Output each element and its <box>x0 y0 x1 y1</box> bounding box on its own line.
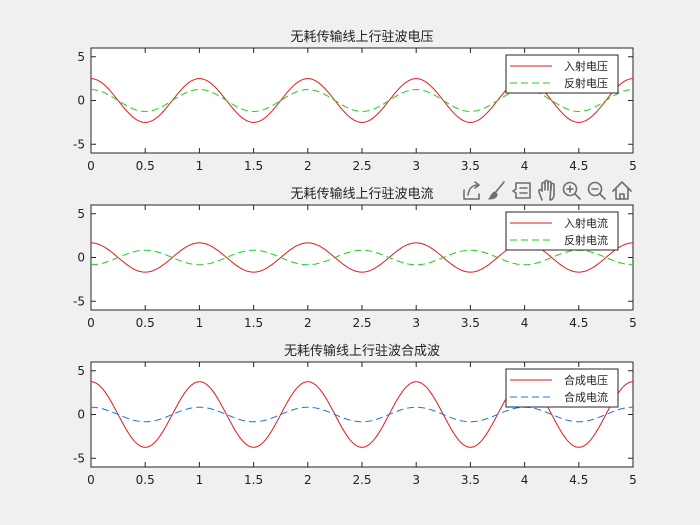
x-tick-label: 1.5 <box>244 159 263 173</box>
x-tick-label: 2 <box>304 316 312 330</box>
y-tick-label: -5 <box>73 451 85 465</box>
x-tick-label: 2 <box>304 473 312 487</box>
x-tick-label: 3 <box>412 159 420 173</box>
x-tick-label: 4.5 <box>569 316 588 330</box>
x-tick-label: 0.5 <box>136 159 155 173</box>
pan-hand-icon[interactable] <box>536 179 558 202</box>
datatip-icon[interactable] <box>511 180 533 202</box>
x-tick-label: 4 <box>521 159 529 173</box>
subplot-3: 0 0.5 1 1.5 2 2.5 3 3.5 4 4.5 5-505无耗传输线上行驻波合成波合成电… <box>73 343 637 487</box>
x-tick-label: 0 <box>87 316 95 330</box>
subplot-1: 0 0.5 1 1.5 2 2.5 3 3.5 4 4.5 5-505无耗传输线上行驻波电压入射电压… <box>73 29 637 173</box>
y-tick-label: 0 <box>77 408 85 422</box>
x-tick-label: 2.5 <box>352 159 371 173</box>
x-tick-label: 4.5 <box>569 159 588 173</box>
x-tick-label: 1 <box>196 316 204 330</box>
series-line-2 <box>91 249 633 266</box>
x-tick-label: 5 <box>629 473 637 487</box>
x-tick-label: 1.5 <box>244 473 263 487</box>
brush-icon[interactable] <box>486 180 508 202</box>
x-tick-label: 1.5 <box>244 316 263 330</box>
x-tick-label: 3.5 <box>461 316 480 330</box>
legend-box <box>505 368 619 408</box>
axes-toolbar <box>461 179 633 202</box>
legend-box <box>505 54 619 94</box>
legend-label: 入射电流 <box>564 216 608 230</box>
x-tick-label: 4 <box>521 473 529 487</box>
y-tick-label: 0 <box>77 251 85 265</box>
x-tick-label: 4.5 <box>569 473 588 487</box>
legend-label: 反射电流 <box>564 233 608 247</box>
x-tick-label: 0.5 <box>136 473 155 487</box>
x-tick-label: 3 <box>412 316 420 330</box>
x-tick-label: 3 <box>412 473 420 487</box>
x-tick-label: 4 <box>521 316 529 330</box>
x-tick-label: 0.5 <box>136 316 155 330</box>
x-tick-label: 5 <box>629 316 637 330</box>
x-tick-label: 5 <box>629 159 637 173</box>
y-tick-label: -5 <box>73 137 85 151</box>
legend-box <box>505 211 619 251</box>
home-icon[interactable] <box>611 180 633 202</box>
series-line-2 <box>91 406 633 423</box>
subplot-title: 无耗传输线上行驻波电压 <box>290 29 433 45</box>
y-tick-label: 5 <box>77 50 85 64</box>
x-tick-label: 2.5 <box>352 473 371 487</box>
x-tick-label: 0 <box>87 473 95 487</box>
legend-label: 入射电压 <box>564 59 608 73</box>
zoom-in-icon[interactable] <box>561 180 583 202</box>
zoom-out-icon[interactable] <box>586 180 608 202</box>
legend-label: 合成电流 <box>564 390 608 404</box>
subplot-title: 无耗传输线上行驻波电流 <box>290 186 433 202</box>
subplot-title: 无耗传输线上行驻波合成波 <box>284 343 440 359</box>
subplot-2: 0 0.5 1 1.5 2 2.5 3 3.5 4 4.5 5-505无耗传输线上行驻波电流入射电流… <box>73 186 637 330</box>
y-tick-label: 5 <box>77 207 85 221</box>
x-tick-label: 1 <box>196 473 204 487</box>
x-tick-label: 3.5 <box>461 473 480 487</box>
y-tick-label: -5 <box>73 294 85 308</box>
y-tick-label: 5 <box>77 364 85 378</box>
legend-label: 反射电压 <box>564 76 608 90</box>
x-tick-label: 1 <box>196 159 204 173</box>
series-line-2 <box>91 89 633 112</box>
x-tick-label: 2.5 <box>352 316 371 330</box>
x-tick-label: 0 <box>87 159 95 173</box>
legend-label: 合成电压 <box>564 373 608 387</box>
y-tick-label: 0 <box>77 94 85 108</box>
export-icon[interactable] <box>461 180 483 202</box>
x-tick-label: 2 <box>304 159 312 173</box>
x-tick-label: 3.5 <box>461 159 480 173</box>
